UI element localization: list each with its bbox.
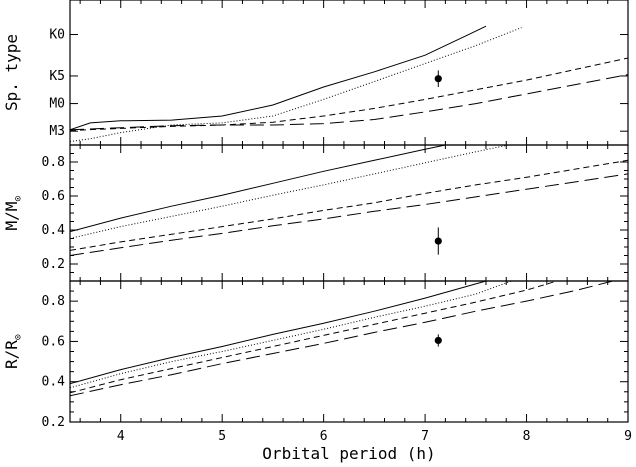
series-short-dash — [70, 281, 558, 394]
y-axis-label: R/R⊙ — [2, 334, 24, 369]
y-axis-label-subscript: ⊙ — [13, 334, 24, 340]
y-axis-label: Sp. type — [2, 34, 21, 111]
series-dotted — [70, 145, 511, 239]
panel-frame — [69, 0, 629, 146]
x-tick-label: 9 — [624, 429, 632, 444]
x-tick-label: 5 — [218, 429, 226, 444]
y-tick-label: 0.2 — [42, 257, 65, 272]
y-tick-label: 0.2 — [42, 415, 65, 430]
series-short-dash — [70, 159, 628, 251]
series-dotted — [70, 281, 512, 389]
series-solid — [70, 281, 487, 385]
series-long-dash — [70, 74, 628, 131]
panel-radius: 0.2 0.4 0.6 0.8 R/R⊙ — [2, 280, 629, 430]
y-tick-label: K5 — [49, 69, 65, 84]
data-point — [434, 336, 442, 345]
y-axis-label-subscript: ⊙ — [13, 196, 24, 202]
series-solid — [70, 145, 446, 233]
series-long-dash — [70, 173, 628, 256]
panel-sptype: M3 M0 K5 K0 Sp. type — [2, 0, 629, 146]
data-point — [434, 237, 442, 245]
x-tick-label: 8 — [523, 429, 531, 444]
panel-curves — [70, 25, 628, 142]
series-long-dash — [70, 281, 613, 397]
y-tick-label: 0.6 — [42, 334, 65, 349]
y-tick-label: 0.8 — [42, 294, 65, 309]
x-tick-label: 4 — [117, 429, 125, 444]
y-tick-label: K0 — [49, 28, 65, 43]
data-point — [434, 75, 442, 83]
x-axis-label: Orbital period (h) — [262, 444, 435, 463]
y-axis-label: M/M⊙ — [2, 196, 24, 231]
y-tick-label: 0.4 — [42, 223, 66, 238]
panel-curves — [70, 281, 613, 397]
y-tick-label: 0.4 — [42, 375, 66, 390]
series-short-dash — [70, 57, 628, 131]
series-dotted — [70, 27, 522, 142]
x-tick-label: 7 — [421, 429, 429, 444]
y-tick-label: 0.8 — [42, 155, 65, 170]
series-solid — [70, 25, 487, 131]
panel-mass: 0.2 0.4 0.6 0.8 M/M⊙ — [2, 144, 629, 282]
x-tick-label: 6 — [320, 429, 328, 444]
y-tick-label: M0 — [49, 97, 65, 112]
y-tick-label: 0.6 — [42, 189, 65, 204]
panel-curves — [70, 145, 628, 256]
panel-frame — [69, 280, 629, 423]
y-tick-label: M3 — [49, 124, 65, 139]
